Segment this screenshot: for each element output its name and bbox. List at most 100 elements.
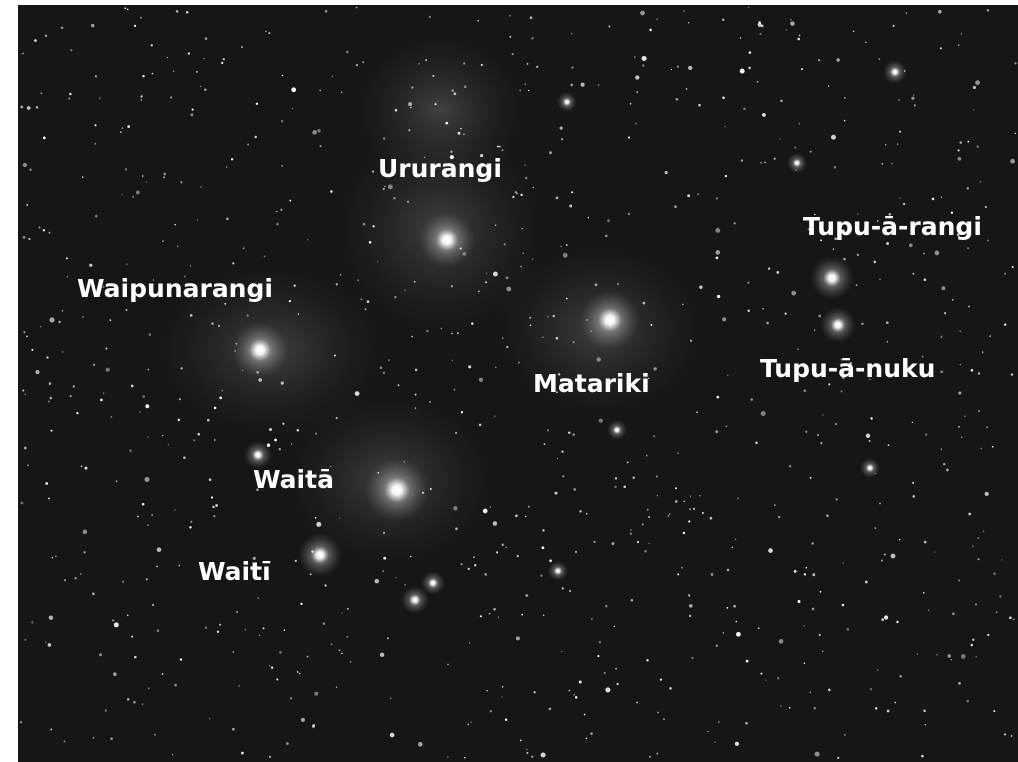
star [341, 612, 342, 613]
star [517, 555, 519, 557]
star [80, 573, 82, 575]
star [163, 173, 166, 176]
star [67, 276, 68, 277]
star [172, 754, 173, 755]
star [355, 391, 360, 396]
star [736, 632, 741, 637]
star [276, 211, 277, 212]
star [844, 97, 845, 98]
star [794, 147, 796, 149]
star [940, 337, 941, 338]
star [127, 8, 129, 10]
star [479, 378, 483, 382]
star-label: Ururangi [378, 154, 502, 183]
star [597, 655, 599, 657]
star [707, 731, 708, 732]
star [43, 137, 46, 140]
star [390, 698, 392, 700]
star [484, 573, 487, 576]
star [909, 243, 913, 247]
star [213, 515, 215, 517]
star [418, 63, 419, 64]
star [632, 476, 634, 478]
star [299, 673, 301, 675]
star [516, 193, 518, 195]
star [714, 742, 715, 743]
star [891, 163, 892, 164]
star [336, 283, 338, 285]
star [470, 721, 472, 723]
star [874, 527, 876, 529]
star [575, 696, 578, 699]
star [483, 509, 488, 514]
star [111, 416, 113, 418]
star [502, 686, 504, 688]
star [209, 718, 210, 719]
star [893, 25, 895, 27]
star [64, 579, 66, 581]
star [219, 624, 221, 626]
star [961, 436, 963, 438]
star [1012, 266, 1014, 268]
star [566, 298, 568, 300]
star [716, 197, 718, 199]
star [377, 261, 378, 262]
star [735, 539, 736, 540]
star [593, 541, 595, 543]
star [339, 518, 340, 519]
star [912, 482, 914, 484]
star [716, 257, 719, 260]
star [894, 702, 896, 704]
star [691, 657, 693, 659]
star [281, 120, 283, 122]
star [39, 227, 41, 229]
star [346, 51, 349, 54]
star [180, 658, 182, 660]
star [778, 516, 780, 518]
star [447, 664, 448, 665]
star [40, 326, 41, 327]
star [486, 690, 487, 691]
star [562, 475, 564, 477]
star [236, 611, 238, 613]
star [975, 656, 976, 657]
star [1011, 373, 1013, 375]
star [549, 559, 552, 562]
star [1004, 733, 1006, 735]
star [167, 57, 168, 58]
star [467, 724, 469, 726]
star [509, 36, 511, 38]
star [281, 165, 283, 167]
star [887, 341, 888, 342]
star [644, 550, 647, 553]
star [289, 200, 291, 202]
star [147, 524, 148, 525]
star [509, 15, 510, 16]
star [50, 397, 53, 400]
star [387, 637, 389, 639]
star [958, 157, 962, 161]
star [217, 631, 219, 633]
star [196, 71, 198, 73]
star [757, 81, 759, 83]
star [455, 527, 458, 530]
star [786, 29, 787, 30]
star [174, 684, 177, 687]
star [733, 605, 736, 608]
star [445, 122, 448, 125]
star [936, 654, 938, 656]
pleiades-photo: Ururangi Waipunarangi Matariki Tupu-ā-ra… [0, 0, 1018, 762]
star [533, 187, 534, 188]
star [595, 283, 598, 286]
star [61, 26, 64, 29]
star [49, 616, 53, 620]
star [934, 551, 935, 552]
star [571, 66, 573, 68]
star [599, 419, 603, 423]
star [268, 32, 270, 34]
star [813, 707, 816, 710]
star [741, 159, 743, 161]
star [885, 144, 887, 146]
star [810, 477, 812, 479]
star [221, 62, 223, 64]
